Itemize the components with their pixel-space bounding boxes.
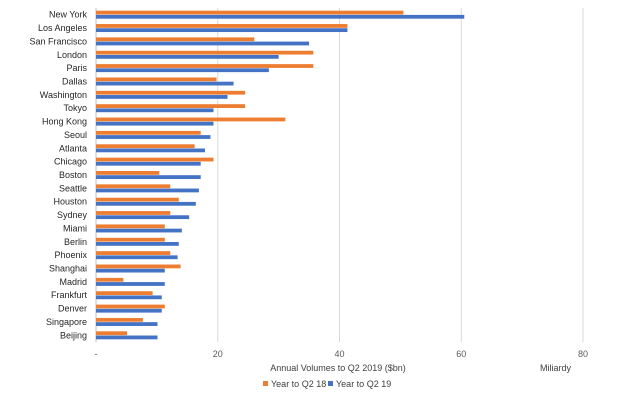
legend-swatch-series-2 (328, 381, 333, 386)
category-label: Boston (59, 170, 87, 180)
category-label: Sydney (57, 210, 88, 220)
bar-q2-18 (96, 64, 314, 68)
legend: Year to Q2 18 Year to Q2 19 (263, 379, 391, 389)
bar-q2-18 (96, 50, 314, 55)
category-label: Washington (40, 90, 87, 100)
bar-q2-19 (96, 268, 165, 273)
bar-q2-19 (96, 215, 190, 220)
bar-q2-18 (96, 251, 171, 255)
category-label: Paris (66, 63, 87, 73)
category-label: Houston (53, 197, 87, 207)
category-labels: New York Los Angeles San Francisco London Pa… (29, 10, 87, 341)
bar-q2-18 (96, 144, 195, 149)
bar-q2-18 (96, 197, 179, 202)
bar-q2-19 (96, 135, 211, 139)
category-label: Seoul (64, 130, 87, 140)
category-label: Frankfurt (51, 290, 88, 300)
category-label: New York (49, 10, 88, 20)
category-label: Berlin (64, 237, 87, 247)
bar-q2-19 (96, 228, 182, 233)
gridlines (95, 8, 584, 342)
category-label: Shanghai (49, 264, 87, 274)
bar-q2-19 (96, 121, 214, 126)
category-label: San Francisco (29, 36, 87, 46)
bar-q2-19 (96, 242, 179, 246)
bars (96, 10, 465, 340)
bar-q2-19 (96, 335, 158, 340)
bar-q2-18 (96, 211, 171, 215)
bar-q2-19 (96, 188, 199, 193)
legend-swatch-series-1 (263, 381, 268, 386)
category-label: Seattle (59, 183, 87, 193)
bar-q2-18 (96, 171, 160, 175)
bar-q2-18 (96, 304, 165, 309)
bar-q2-18 (96, 90, 246, 95)
x-tick-label: 20 (213, 349, 223, 359)
category-label: Atlanta (59, 143, 87, 153)
bar-q2-19 (96, 255, 178, 260)
category-label: Beijing (60, 330, 87, 340)
bar-q2-19 (96, 175, 201, 179)
x-tick-label: - (95, 349, 98, 359)
bar-q2-19 (96, 54, 279, 59)
category-label: Phoenix (54, 250, 87, 260)
bar-q2-19 (96, 81, 234, 86)
bar-q2-18 (96, 264, 181, 269)
bar-q2-18 (96, 277, 124, 282)
x-tick-labels: - 20 40 60 80 (95, 349, 589, 359)
bar-q2-19 (96, 148, 205, 153)
legend-label-series-2: Year to Q2 19 (336, 379, 391, 389)
bar-q2-19 (96, 28, 348, 33)
x-axis-title: Annual Volumes to Q2 2019 ($bn) (270, 363, 406, 373)
bar-q2-18 (96, 104, 246, 108)
bar-q2-18 (96, 117, 286, 122)
bar-q2-19 (96, 68, 269, 73)
bar-q2-18 (96, 331, 128, 336)
bar-q2-19 (96, 161, 201, 166)
bar-q2-18 (96, 10, 404, 15)
unit-label: Miliardy (540, 363, 572, 373)
bar-q2-18 (96, 184, 171, 189)
bar-q2-18 (96, 24, 348, 28)
bar-q2-19 (96, 295, 162, 300)
category-label: Singapore (46, 317, 87, 327)
category-label: Chicago (54, 157, 87, 167)
bar-q2-18 (96, 317, 143, 322)
bar-q2-18 (96, 37, 255, 42)
category-label: Miami (63, 223, 87, 233)
bar-q2-19 (96, 14, 465, 19)
bar-q2-19 (96, 201, 196, 206)
bar-q2-18 (96, 130, 201, 135)
bar-q2-19 (96, 322, 158, 326)
bar-q2-19 (96, 95, 228, 99)
bar-q2-19 (96, 108, 214, 113)
category-label: Tokyo (63, 103, 87, 113)
bar-q2-19 (96, 282, 165, 286)
bar-q2-18 (96, 224, 165, 229)
bar-q2-18 (96, 157, 214, 162)
legend-label-series-1: Year to Q2 18 (271, 379, 326, 389)
bar-q2-19 (96, 308, 162, 313)
x-tick-label: 80 (578, 349, 588, 359)
category-label: London (57, 50, 87, 60)
category-label: Denver (58, 304, 87, 314)
x-tick-label: 60 (456, 349, 466, 359)
bar-q2-18 (96, 237, 165, 242)
bar-q2-18 (96, 77, 217, 82)
x-tick-label: 40 (334, 349, 344, 359)
category-label: Dallas (62, 76, 88, 86)
bar-q2-19 (96, 41, 310, 46)
bar-q2-18 (96, 291, 153, 296)
category-label: Hong Kong (42, 117, 87, 127)
category-label: Los Angeles (38, 23, 88, 33)
category-label: Madrid (59, 277, 87, 287)
